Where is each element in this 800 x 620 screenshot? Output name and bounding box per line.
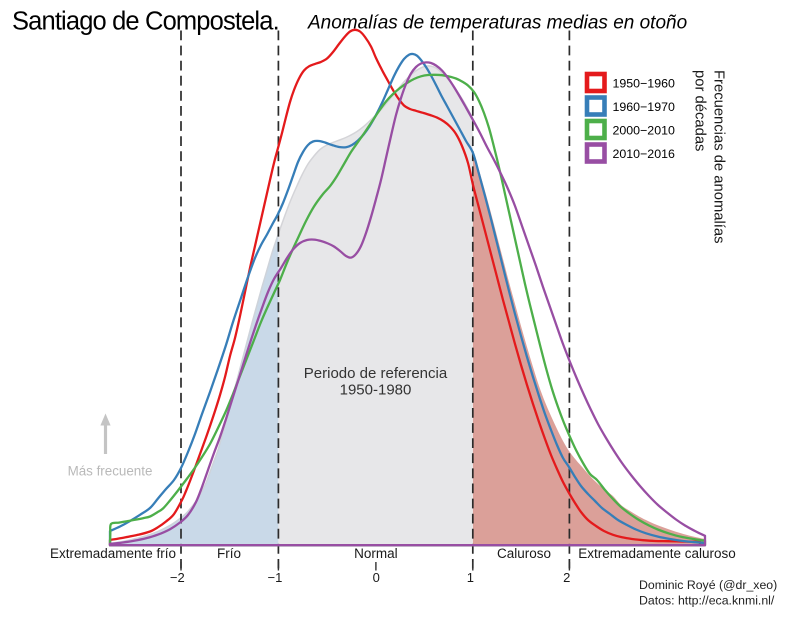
svg-text:1950−1960: 1950−1960 (613, 76, 675, 90)
svg-text:−2: −2 (170, 570, 185, 585)
svg-text:2000−2010: 2000−2010 (613, 123, 675, 137)
svg-text:Periodo de referencia: Periodo de referencia (304, 365, 448, 382)
svg-text:Anomalías de temperaturas medi: Anomalías de temperaturas medias en otoñ… (307, 13, 687, 34)
svg-text:2: 2 (563, 570, 570, 585)
svg-text:0: 0 (373, 570, 380, 585)
svg-text:Datos: http://eca.knmi.nl/: Datos: http://eca.knmi.nl/ (639, 594, 775, 608)
svg-text:Caluroso: Caluroso (497, 546, 551, 561)
svg-text:por décadas: por décadas (692, 70, 708, 151)
svg-text:Santiago de Compostela.: Santiago de Compostela. (12, 8, 279, 36)
svg-text:Frecuencias de anomalías: Frecuencias de anomalías (711, 70, 727, 244)
svg-text:1: 1 (467, 570, 474, 585)
svg-text:2010−2016: 2010−2016 (613, 147, 675, 161)
svg-text:Frío: Frío (217, 546, 241, 561)
svg-text:Dominic Royé (@dr_xeo): Dominic Royé (@dr_xeo) (639, 578, 777, 592)
svg-text:1960−1970: 1960−1970 (613, 100, 675, 114)
svg-text:Más frecuente: Más frecuente (68, 464, 153, 479)
svg-text:Normal: Normal (354, 546, 398, 561)
svg-text:Extremadamente frío: Extremadamente frío (50, 546, 176, 561)
svg-text:−1: −1 (267, 570, 282, 585)
svg-text:1950-1980: 1950-1980 (340, 382, 412, 399)
svg-text:Extremadamente caluroso: Extremadamente caluroso (578, 546, 736, 561)
